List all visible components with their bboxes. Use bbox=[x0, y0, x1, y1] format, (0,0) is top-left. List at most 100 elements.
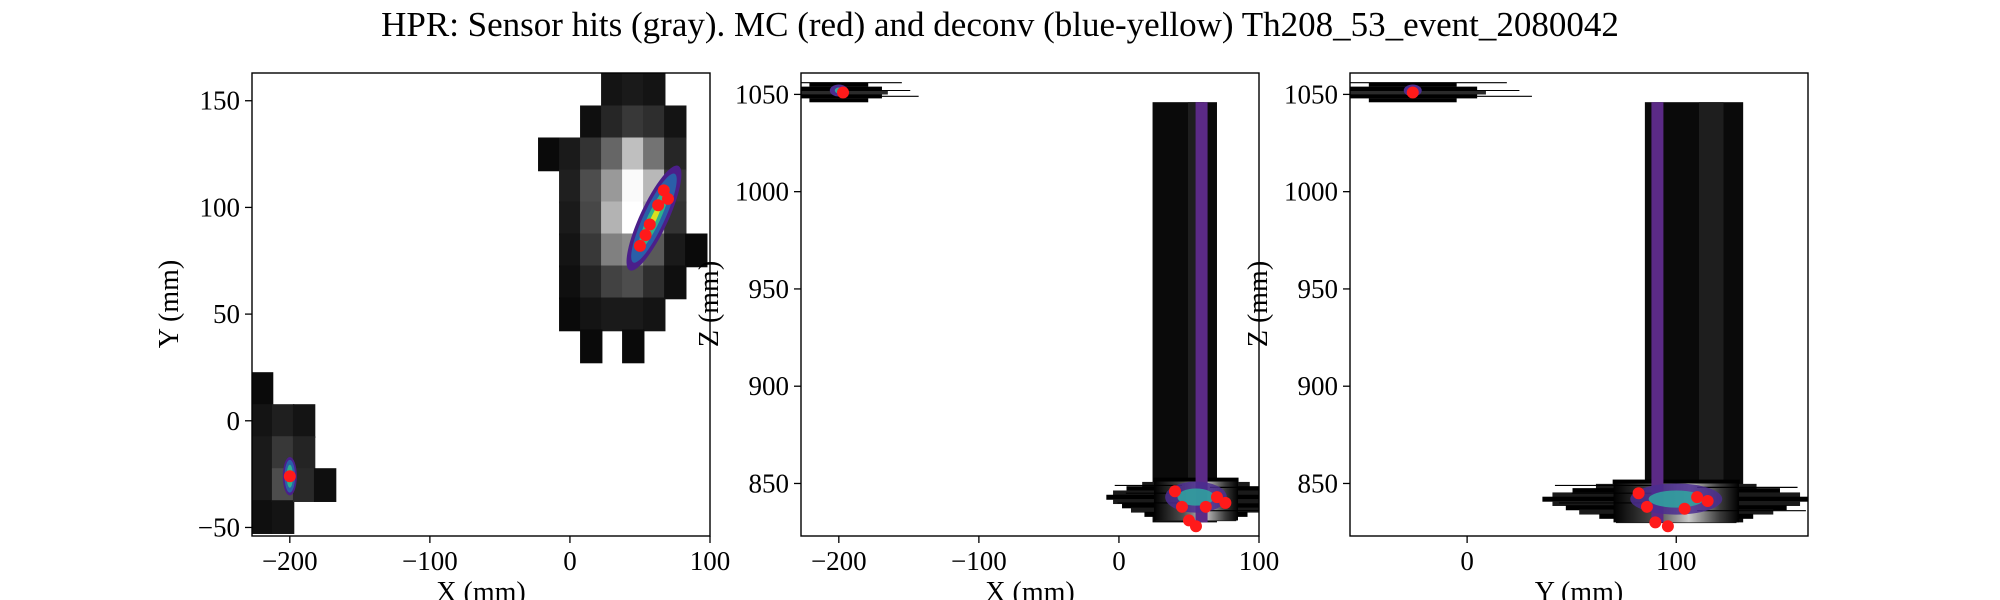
mc-hit bbox=[1632, 487, 1645, 500]
sensor-cell bbox=[622, 137, 645, 172]
y-tick-label: 1050 bbox=[1284, 79, 1338, 109]
mc-hit bbox=[1691, 491, 1704, 504]
y-tick-label: −50 bbox=[198, 512, 240, 542]
y-tick-label: 850 bbox=[749, 468, 790, 498]
mc-hits bbox=[1406, 86, 1714, 533]
y-tick-label: 850 bbox=[1298, 468, 1339, 498]
y-ticks: 850 900 950 1000 1050 bbox=[1284, 79, 1350, 498]
axes-frame bbox=[800, 72, 1260, 537]
axes-frame bbox=[1349, 72, 1809, 537]
x-ticks: 0 100 bbox=[1460, 536, 1696, 576]
y-tick-label: 100 bbox=[200, 192, 241, 222]
x-axis-label: X (mm) bbox=[985, 577, 1074, 600]
x-tick-label: −200 bbox=[811, 546, 867, 576]
sensor-cell bbox=[580, 105, 603, 140]
sensor-cell bbox=[601, 169, 624, 204]
sensor-cell bbox=[643, 265, 666, 300]
mc-hit bbox=[633, 239, 646, 252]
y-tick-label: 950 bbox=[749, 274, 790, 304]
mc-hit bbox=[1640, 500, 1653, 513]
panel-xy: −200 −100 0 100 −50 0 50 100 150 X (mm) Y (mm) bbox=[154, 72, 730, 600]
x-tick-label: 100 bbox=[690, 546, 731, 576]
x-tick-label: −100 bbox=[402, 546, 458, 576]
x-tick-label: 0 bbox=[1112, 546, 1126, 576]
sensor-cell bbox=[580, 265, 603, 300]
mc-hit bbox=[1219, 496, 1232, 509]
sensor-cell bbox=[252, 404, 274, 438]
mc-hit bbox=[652, 199, 665, 212]
sensor-cell bbox=[601, 297, 624, 332]
sensor-cell bbox=[580, 137, 603, 172]
sensor-cell bbox=[292, 468, 316, 502]
panel-yz: 0 100 850 900 950 1000 1050 Y (mm) Z (mm) bbox=[1243, 72, 1809, 600]
x-ticks: −200 −100 0 100 bbox=[262, 536, 730, 576]
sensor-cell bbox=[664, 265, 687, 300]
sensor-cell bbox=[643, 137, 666, 172]
sensor-cell bbox=[601, 73, 624, 108]
deconv-hits bbox=[1403, 84, 1723, 523]
y-tick-label: 1050 bbox=[735, 79, 789, 109]
x-ticks: −200 −100 0 100 bbox=[811, 536, 1279, 576]
sensor-cell bbox=[601, 137, 624, 172]
x-tick-label: 0 bbox=[563, 546, 577, 576]
sensor-cell bbox=[643, 73, 666, 108]
sensor-cell bbox=[292, 404, 316, 438]
mc-hits bbox=[837, 86, 1232, 533]
sensor-cell bbox=[271, 500, 295, 534]
z-axis-label: Z (mm) bbox=[1243, 261, 1274, 347]
sensor-cell bbox=[622, 169, 645, 204]
mc-hit bbox=[1661, 520, 1674, 533]
mc-hit bbox=[283, 470, 296, 483]
y-tick-label: 950 bbox=[1298, 274, 1339, 304]
mc-hit bbox=[1175, 500, 1188, 513]
sensor-cell bbox=[643, 105, 666, 140]
sensor-cell bbox=[559, 297, 582, 332]
z-axis-label: Z (mm) bbox=[694, 261, 725, 347]
x-tick-label: 0 bbox=[1460, 546, 1474, 576]
axes-frame bbox=[251, 72, 711, 537]
panel-xz: −200 −100 0 100 850 900 950 1000 1050 X (mm) Z … bbox=[694, 72, 1279, 600]
sensor-cell bbox=[664, 233, 687, 268]
mc-hit bbox=[639, 229, 652, 242]
y-tick-label: 150 bbox=[200, 86, 241, 116]
x-axis-label: Y (mm) bbox=[1535, 577, 1623, 600]
sensor-hits-gray bbox=[1350, 82, 1808, 524]
y-tick-label: 900 bbox=[1298, 371, 1339, 401]
y-tick-label: 1000 bbox=[1284, 177, 1338, 207]
sensor-column-band bbox=[1698, 102, 1724, 523]
mc-hit bbox=[1168, 485, 1181, 498]
mc-hit bbox=[1701, 494, 1714, 507]
sensor-cell bbox=[271, 404, 295, 438]
y-axis-label: Y (mm) bbox=[154, 260, 185, 348]
sensor-cell bbox=[685, 233, 708, 268]
sensor-hits-gray bbox=[252, 73, 708, 534]
sensor-cell bbox=[664, 105, 687, 140]
sensor-cell bbox=[292, 436, 316, 470]
sensor-cell bbox=[559, 137, 582, 172]
mc-hit bbox=[1199, 500, 1212, 513]
sensor-cell bbox=[580, 329, 603, 364]
sensor-cell bbox=[252, 372, 274, 406]
x-axis-label: X (mm) bbox=[436, 577, 525, 600]
mc-hit bbox=[661, 192, 674, 205]
x-tick-label: 100 bbox=[1239, 546, 1280, 576]
sensor-cell bbox=[559, 201, 582, 236]
sensor-cell bbox=[559, 233, 582, 268]
sensor-cell bbox=[580, 297, 603, 332]
sensor-cell bbox=[601, 233, 624, 268]
sensor-cell bbox=[601, 265, 624, 300]
sensor-cell bbox=[559, 169, 582, 204]
y-tick-label: 50 bbox=[213, 299, 240, 329]
sensor-cell bbox=[559, 265, 582, 300]
sensor-cell bbox=[622, 265, 645, 300]
x-tick-label: 100 bbox=[1656, 546, 1697, 576]
mc-hits bbox=[283, 184, 674, 483]
sensor-cell bbox=[580, 201, 603, 236]
mc-hit bbox=[1406, 86, 1419, 99]
y-tick-label: 900 bbox=[749, 371, 790, 401]
deconv-line bbox=[1195, 102, 1208, 523]
sensor-cell bbox=[622, 297, 645, 332]
mc-hit bbox=[643, 218, 656, 231]
sensor-cell bbox=[664, 137, 687, 172]
